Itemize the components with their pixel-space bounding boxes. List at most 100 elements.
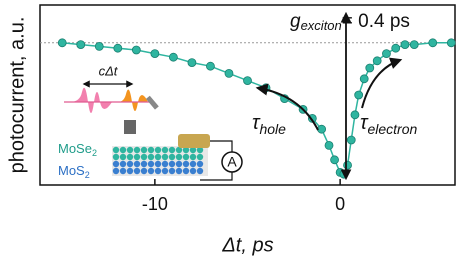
atom	[175, 153, 183, 161]
atom	[161, 160, 169, 168]
atom	[175, 167, 183, 175]
atom	[196, 167, 204, 175]
atom	[189, 146, 197, 154]
subscript: exciton	[301, 18, 342, 33]
atom	[119, 160, 127, 168]
delay-label: cΔt	[99, 63, 119, 78]
data-point	[346, 135, 356, 145]
layer-name: MoS	[58, 163, 85, 178]
atom	[140, 167, 148, 175]
symbol: g	[290, 11, 301, 32]
atom	[133, 146, 141, 154]
data-point	[224, 69, 234, 78]
atom	[189, 167, 197, 175]
atom	[112, 146, 120, 154]
ammeter	[221, 151, 243, 173]
atom	[133, 160, 141, 168]
data-point	[391, 43, 401, 53]
atom	[168, 153, 176, 161]
atom	[126, 167, 134, 175]
x-tick-label: 0	[335, 194, 345, 214]
wire	[210, 140, 233, 152]
x-axis-label: Δt, ps	[221, 234, 273, 256]
electron-arrow	[361, 57, 403, 109]
symbol: τ	[360, 112, 369, 134]
atom	[140, 160, 148, 168]
symbol: τ	[252, 112, 261, 134]
atom	[196, 160, 204, 168]
atom	[182, 153, 190, 161]
data-point	[350, 110, 360, 120]
atom	[154, 160, 162, 168]
data-point	[330, 155, 339, 165]
x-tick-label: -10	[142, 194, 168, 214]
data-point	[94, 42, 104, 51]
atom	[112, 160, 120, 168]
data-point	[324, 140, 334, 150]
subscript: electron	[367, 121, 417, 137]
atom	[147, 167, 155, 175]
data-point	[409, 40, 419, 49]
atom	[140, 146, 148, 154]
data-point	[354, 90, 364, 100]
atom	[161, 153, 169, 161]
pulse-1	[70, 87, 112, 113]
atom	[168, 146, 176, 154]
atom	[182, 146, 190, 154]
atom	[133, 167, 141, 175]
data-point	[187, 58, 197, 67]
atom	[147, 146, 155, 154]
atom	[154, 153, 162, 161]
data-point	[317, 124, 327, 134]
atom	[133, 153, 141, 161]
subscript: hole	[259, 121, 286, 137]
ammeter-label: A	[227, 154, 237, 170]
atom	[161, 146, 169, 154]
hole-label: τhole	[252, 112, 286, 136]
atom	[154, 146, 162, 154]
atom	[119, 146, 127, 154]
atom	[175, 160, 183, 168]
atom	[119, 153, 127, 161]
layer-sub: 2	[85, 170, 90, 180]
y-axis-label: photocurrent, a.u.	[6, 17, 28, 174]
atom	[196, 146, 204, 154]
data-point	[382, 49, 391, 58]
data-point	[76, 40, 86, 49]
data-point	[428, 38, 438, 48]
exciton-label: gexciton= 0.4 ps	[290, 11, 410, 33]
value: = 0.4 ps	[342, 11, 410, 32]
atom	[140, 153, 148, 161]
plot-frame	[39, 4, 456, 186]
layer-label: MoS2	[58, 163, 90, 180]
data-point	[168, 52, 178, 62]
atom	[126, 160, 134, 168]
electron-label: τelectron	[360, 112, 418, 136]
plot-area	[40, 38, 456, 185]
atom	[189, 153, 197, 161]
data-point	[372, 56, 382, 66]
data-point	[359, 74, 369, 84]
layer-name: MoSe	[58, 141, 92, 156]
layer-sub: 2	[92, 148, 97, 158]
inset: A cΔt MoSe2 MoS2	[58, 63, 243, 181]
data-point	[343, 160, 352, 170]
data-point	[150, 49, 160, 58]
wire	[200, 172, 233, 181]
data-point	[243, 76, 252, 85]
atom	[189, 160, 197, 168]
atom	[175, 146, 183, 154]
data-point	[400, 40, 410, 49]
atoms	[112, 146, 204, 175]
atom	[112, 153, 120, 161]
contact	[178, 134, 210, 148]
hole-arrow	[255, 83, 319, 131]
atom	[182, 160, 190, 168]
data-point	[365, 63, 375, 73]
data-point	[113, 43, 123, 53]
atom	[112, 167, 120, 175]
atom	[147, 153, 155, 161]
data-point	[446, 38, 456, 48]
layer-label: MoSe2	[58, 141, 97, 158]
